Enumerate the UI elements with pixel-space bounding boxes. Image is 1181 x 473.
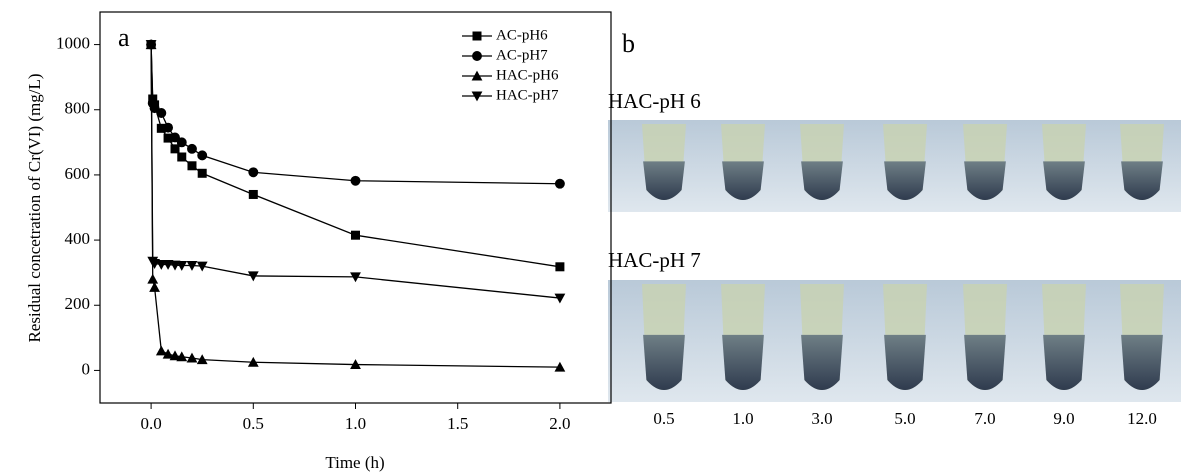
marker [351, 176, 361, 186]
legend-label: HAC-pH7 [496, 87, 559, 103]
x-tick-label: 1.0 [345, 414, 366, 433]
tube-liquid [643, 335, 685, 390]
time-label: 0.5 [653, 409, 674, 428]
row-label: HAC-pH 6 [608, 89, 701, 113]
legend-marker [472, 51, 482, 61]
x-tick-label: 0.0 [140, 414, 161, 433]
x-tick-label: 2.0 [549, 414, 570, 433]
tube-liquid [884, 335, 926, 390]
marker [163, 123, 173, 133]
legend-label: HAC-pH6 [496, 67, 559, 83]
marker [147, 274, 158, 284]
marker [187, 161, 196, 170]
marker [177, 152, 186, 161]
time-label: 1.0 [732, 409, 753, 428]
legend-label: AC-pH6 [496, 27, 548, 43]
panel-label: b [622, 29, 635, 58]
y-tick-label: 400 [65, 229, 91, 248]
legend-marker [473, 32, 482, 41]
marker [156, 345, 167, 355]
marker [555, 179, 565, 189]
y-axis-label: Residual concetration of Cr(VI) (mg/L) [25, 73, 44, 342]
y-tick-label: 1000 [56, 33, 90, 52]
y-tick-label: 200 [65, 294, 91, 313]
time-label: 3.0 [811, 409, 832, 428]
y-tick-label: 800 [65, 99, 91, 118]
panel-label: a [118, 23, 130, 52]
tube-liquid [722, 335, 764, 390]
marker [177, 137, 187, 147]
x-axis-label: Time (h) [325, 453, 384, 472]
marker [198, 169, 207, 178]
y-tick-label: 0 [82, 359, 91, 378]
marker [156, 108, 166, 118]
time-label: 9.0 [1053, 409, 1074, 428]
time-label: 12.0 [1127, 409, 1157, 428]
x-tick-label: 1.5 [447, 414, 468, 433]
marker [248, 167, 258, 177]
marker [351, 231, 360, 240]
time-label: 5.0 [894, 409, 915, 428]
time-label: 7.0 [974, 409, 995, 428]
marker [555, 294, 566, 304]
tube-liquid [1043, 335, 1085, 390]
tube-liquid [801, 335, 843, 390]
tube-liquid [1121, 335, 1163, 390]
series-line [151, 45, 560, 184]
marker [249, 190, 258, 199]
marker [555, 262, 564, 271]
y-tick-label: 600 [65, 164, 91, 183]
legend-label: AC-pH7 [496, 47, 548, 63]
figure: a Time (h) Residual concetration of Cr(V… [0, 0, 1181, 473]
x-tick-label: 0.5 [243, 414, 264, 433]
row-label: HAC-pH 7 [608, 248, 701, 272]
marker [197, 150, 207, 160]
tube-liquid [964, 335, 1006, 390]
marker [187, 144, 197, 154]
